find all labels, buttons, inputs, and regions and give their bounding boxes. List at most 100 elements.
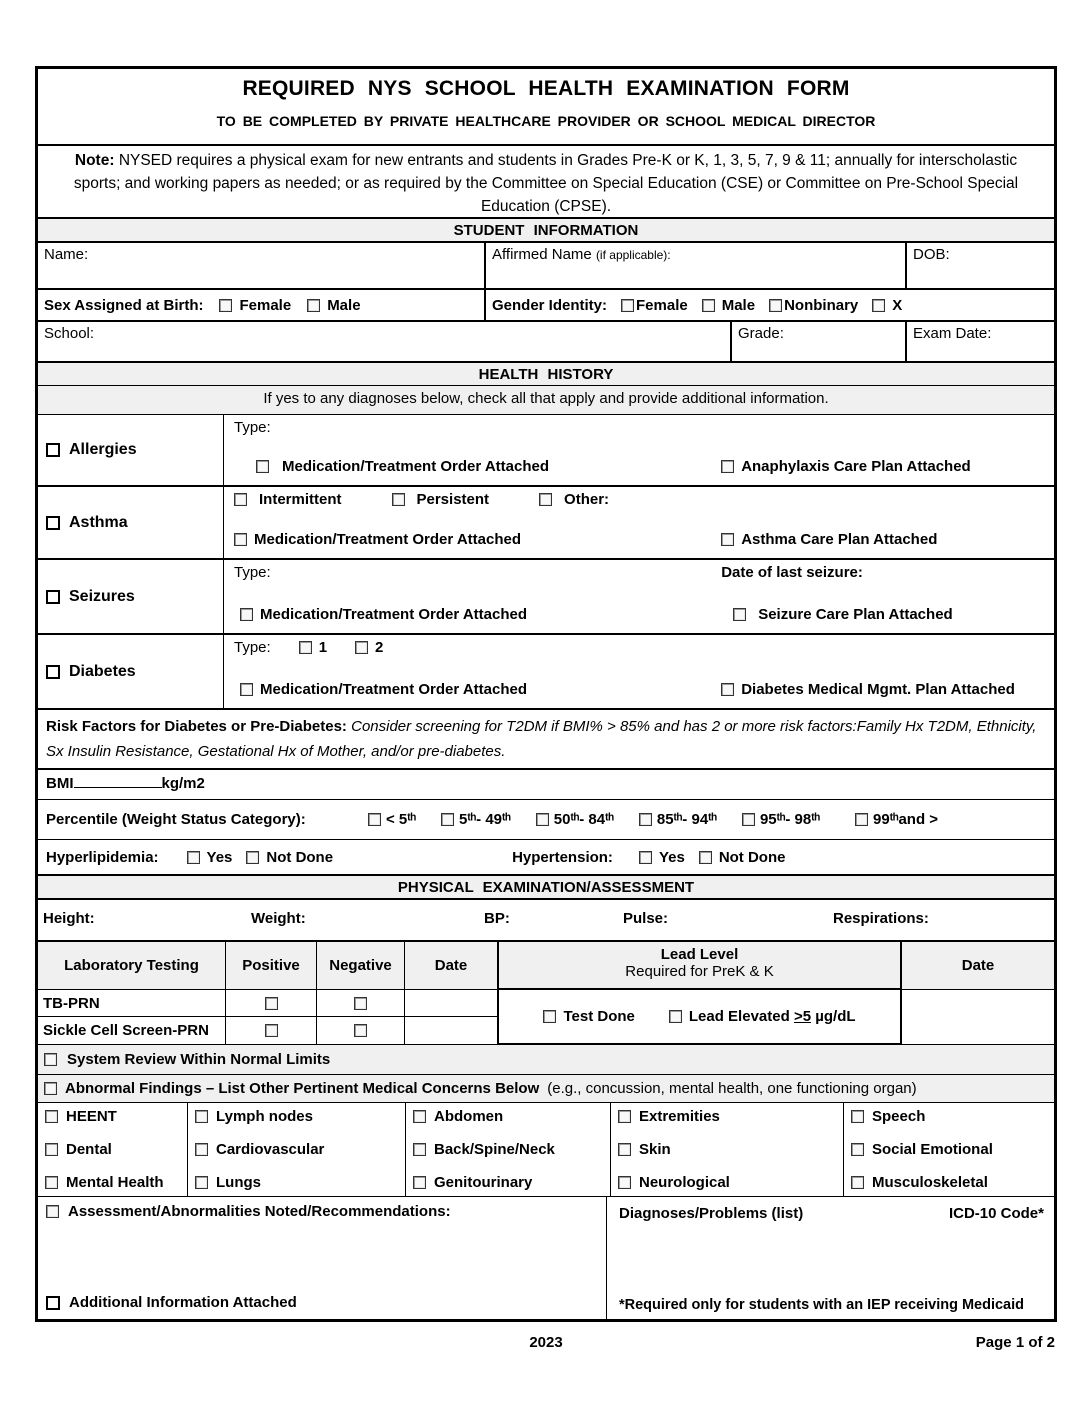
allergies-row: Allergies Type: Medication/Treatment Ord… <box>38 415 1054 487</box>
genitourinary-checkbox[interactable] <box>413 1176 426 1189</box>
asthma-checkbox[interactable] <box>46 515 60 530</box>
exam-date-field[interactable]: Exam Date: <box>907 322 1054 361</box>
sex-assigned-label: Sex Assigned at Birth: <box>44 296 204 314</box>
gender-male-checkbox[interactable] <box>701 298 715 312</box>
hyperlipidemia-notdone-checkbox[interactable] <box>246 850 260 864</box>
gender-male-label: Male <box>721 296 756 314</box>
cardiovascular-label: Cardiovascular <box>216 1141 325 1158</box>
tb-positive-checkbox[interactable] <box>264 996 278 1010</box>
heent-checkbox[interactable] <box>45 1110 58 1123</box>
percentile-lt5-label: < 5ᵗʰ <box>386 811 417 828</box>
allergies-checkbox[interactable] <box>46 443 60 457</box>
skin-checkbox[interactable] <box>618 1143 631 1156</box>
social-emotional-checkbox[interactable] <box>851 1143 864 1156</box>
vitals-row[interactable]: Height: Weight: BP: Pulse: Respirations: <box>38 900 1054 942</box>
gender-x-checkbox[interactable] <box>872 298 886 312</box>
percentile-50-84-checkbox[interactable] <box>535 813 549 826</box>
sex-male-checkbox[interactable] <box>307 298 321 312</box>
percentile-85-94-checkbox[interactable] <box>638 813 652 826</box>
seizures-type-field[interactable]: Type: <box>234 564 721 581</box>
title-block: REQUIRED NYS SCHOOL HEALTH EXAMINATION F… <box>38 69 1054 146</box>
system-review-normal-checkbox[interactable] <box>44 1053 57 1066</box>
affirmed-name-label: Affirmed Name <box>492 246 592 263</box>
name-row: Name: Affirmed Name (if applicable): DOB… <box>38 243 1054 290</box>
lead-date-field[interactable] <box>902 990 1054 1044</box>
affirmed-name-field[interactable]: Affirmed Name (if applicable): <box>486 243 907 288</box>
allergies-med-order-checkbox[interactable] <box>256 460 269 473</box>
bmi-field[interactable] <box>73 773 162 788</box>
health-history-instruction: If yes to any diagnoses below, check all… <box>38 386 1054 415</box>
lipid-row: Hyperlipidemia: Yes Not Done Hypertensio… <box>38 840 1054 876</box>
seizures-last-date-field[interactable]: Date of last seizure: <box>721 564 863 581</box>
diagnoses-area[interactable]: Diagnoses/Problems (list) ICD-10 Code* *… <box>607 1197 1054 1319</box>
allergies-anaphylaxis-plan-checkbox[interactable] <box>721 460 735 473</box>
cardiovascular-checkbox[interactable] <box>195 1143 208 1156</box>
grade-field[interactable]: Grade: <box>732 322 907 361</box>
diabetes-mgmt-plan-checkbox[interactable] <box>721 683 735 696</box>
school-field[interactable]: School: <box>38 322 732 361</box>
hypertension-notdone-checkbox[interactable] <box>698 850 712 864</box>
allergies-label: Allergies <box>69 441 137 458</box>
bmi-unit: kg/m2 <box>161 775 205 792</box>
sickle-date-field[interactable] <box>405 1017 497 1044</box>
mental-health-checkbox[interactable] <box>45 1176 58 1189</box>
assessment-row: Assessment/Abnormalities Noted/Recommend… <box>38 1197 1054 1319</box>
gender-nonbinary-checkbox[interactable] <box>769 298 783 312</box>
seizures-checkbox[interactable] <box>46 589 60 604</box>
percentile-99-checkbox[interactable] <box>855 813 869 826</box>
seizure-care-plan-checkbox[interactable] <box>733 608 747 621</box>
form-subtitle: TO BE COMPLETED BY PRIVATE HEALTHCARE PR… <box>216 113 876 129</box>
assessment-checkbox[interactable] <box>46 1205 59 1218</box>
speech-checkbox[interactable] <box>851 1110 864 1123</box>
lead-elevated-checkbox[interactable] <box>668 1010 682 1023</box>
hyperlipidemia-yes-checkbox[interactable] <box>186 850 200 864</box>
sex-female-checkbox[interactable] <box>219 298 233 312</box>
additional-info-checkbox[interactable] <box>46 1295 60 1310</box>
sickle-positive-checkbox[interactable] <box>264 1024 278 1037</box>
asthma-intermittent-label: Intermittent <box>259 491 342 508</box>
asthma-intermittent-checkbox[interactable] <box>234 493 247 506</box>
abdomen-checkbox[interactable] <box>413 1110 426 1123</box>
diabetes-type1-checkbox[interactable] <box>298 641 312 654</box>
asthma-persistent-checkbox[interactable] <box>391 493 405 506</box>
sickle-negative-checkbox[interactable] <box>354 1024 367 1037</box>
physical-exam-header: PHYSICAL EXAMINATION/ASSESSMENT <box>38 876 1054 900</box>
percentile-5-49-checkbox[interactable] <box>441 813 455 826</box>
musculoskeletal-checkbox[interactable] <box>851 1176 864 1189</box>
diabetes-med-order-label: Medication/Treatment Order Attached <box>260 681 527 698</box>
percentile-95-98-label: 95ᵗʰ- 98ᵗʰ <box>759 811 821 828</box>
diabetes-type2-checkbox[interactable] <box>355 641 369 654</box>
name-field[interactable]: Name: <box>38 243 486 288</box>
gender-female-checkbox[interactable] <box>621 298 635 312</box>
lead-test-done-checkbox[interactable] <box>543 1010 557 1023</box>
asthma-row: Asthma Intermittent Persistent Other: Me… <box>38 487 1054 560</box>
gender-female-label: Female <box>636 296 688 314</box>
footer-page-number: Page 1 of 2 <box>975 1334 1055 1351</box>
lab-table: Laboratory Testing Positive Negative Dat… <box>38 942 1054 1045</box>
neurological-checkbox[interactable] <box>618 1176 631 1189</box>
back-spine-neck-checkbox[interactable] <box>413 1143 426 1156</box>
diabetes-med-order-checkbox[interactable] <box>240 683 253 696</box>
sex-gender-row: Sex Assigned at Birth: Female Male Gende… <box>38 290 1054 322</box>
seizure-care-plan-label: Seizure Care Plan Attached <box>758 606 953 623</box>
asthma-care-plan-checkbox[interactable] <box>721 533 735 546</box>
percentile-lt5-checkbox[interactable] <box>368 813 381 826</box>
tb-negative-checkbox[interactable] <box>354 996 367 1010</box>
asthma-med-order-checkbox[interactable] <box>234 533 247 546</box>
lymph-nodes-checkbox[interactable] <box>195 1110 208 1123</box>
extremities-checkbox[interactable] <box>618 1110 631 1123</box>
diabetes-checkbox[interactable] <box>46 664 60 679</box>
seizures-med-order-checkbox[interactable] <box>240 608 253 621</box>
allergies-type-field[interactable]: Type: <box>234 419 1046 436</box>
lungs-checkbox[interactable] <box>195 1176 208 1189</box>
assessment-area[interactable]: Assessment/Abnormalities Noted/Recommend… <box>38 1197 607 1319</box>
dob-field[interactable]: DOB: <box>907 243 1054 288</box>
hypertension-yes-checkbox[interactable] <box>638 850 652 864</box>
abnormal-findings-checkbox[interactable] <box>44 1082 57 1095</box>
dental-checkbox[interactable] <box>45 1143 58 1156</box>
systems-col-1: HEENT Dental Mental Health <box>38 1103 188 1196</box>
asthma-other-checkbox[interactable] <box>539 493 553 506</box>
percentile-95-98-checkbox[interactable] <box>741 813 755 826</box>
tb-date-field[interactable] <box>405 990 497 1016</box>
allergies-med-order-label: Medication/Treatment Order Attached <box>282 458 549 475</box>
